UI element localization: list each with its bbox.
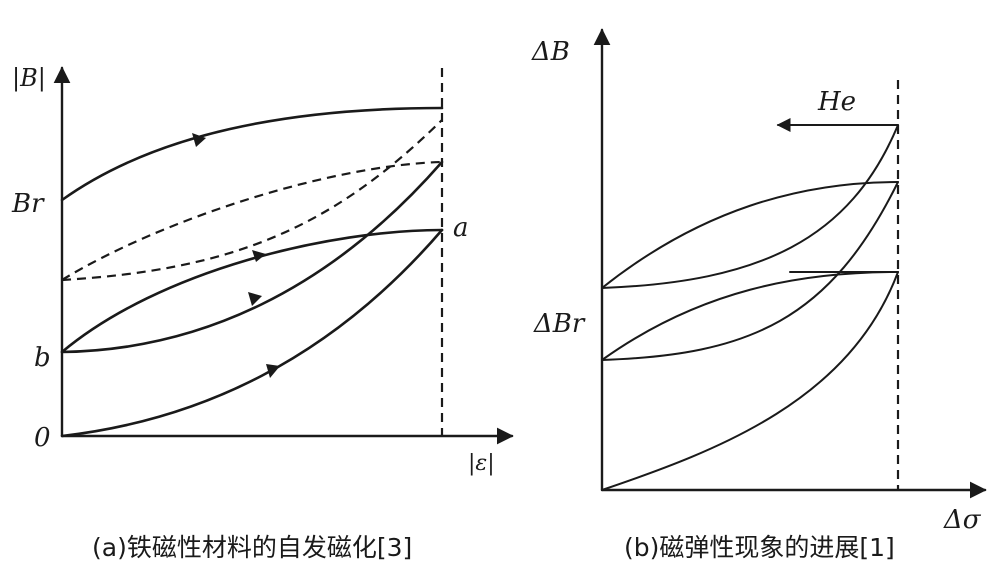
- panel-a-curve-dashed-top: [61, 160, 443, 281]
- panel-b-loop2-top: [601, 181, 899, 289]
- panel-a-curve-upper: [60, 106, 444, 202]
- panel-a-curve-dashed-bottom: [61, 119, 443, 282]
- panel-a-y-label: |B|: [12, 64, 46, 93]
- panel-a-direction-arrow-1: [192, 133, 206, 147]
- panel-a-x-label: |ε|: [468, 451, 495, 476]
- panel-a: |B| |ε| 0 b Br a: [11, 64, 514, 476]
- panel-a-tick-b: b: [34, 343, 51, 373]
- panel-a-direction-arrow-3: [248, 292, 262, 306]
- panel-a-curve-initial: [60, 228, 444, 438]
- panel-b: ΔB Δσ ΔBr He: [531, 28, 987, 535]
- panel-b-x-label: Δσ: [943, 505, 982, 535]
- panel-b-caption: (b)磁弹性现象的进展[1]: [624, 533, 895, 562]
- panel-a-curve-b-top: [60, 228, 444, 354]
- panel-a-caption: (a)铁磁性材料的自发磁化[3]: [92, 533, 412, 562]
- panel-b-curve-initial: [601, 271, 899, 491]
- panel-b-he-label: He: [817, 87, 856, 117]
- panel-a-tick-origin: 0: [34, 423, 51, 453]
- panel-a-direction-arrow-2: [252, 250, 266, 262]
- panel-b-tick-dbr: ΔBr: [533, 309, 586, 339]
- panel-a-point-a: a: [453, 213, 469, 243]
- panel-a-direction-arrow-4: [266, 364, 280, 378]
- panel-b-loop2-bottom: [601, 124, 899, 289]
- panel-b-loop1-top: [601, 271, 899, 361]
- panel-b-y-label: ΔB: [531, 37, 570, 67]
- panel-b-loop1-bottom: [601, 181, 899, 361]
- panel-a-curve-b-bottom: [60, 160, 444, 354]
- panel-a-tick-br: Br: [11, 189, 45, 219]
